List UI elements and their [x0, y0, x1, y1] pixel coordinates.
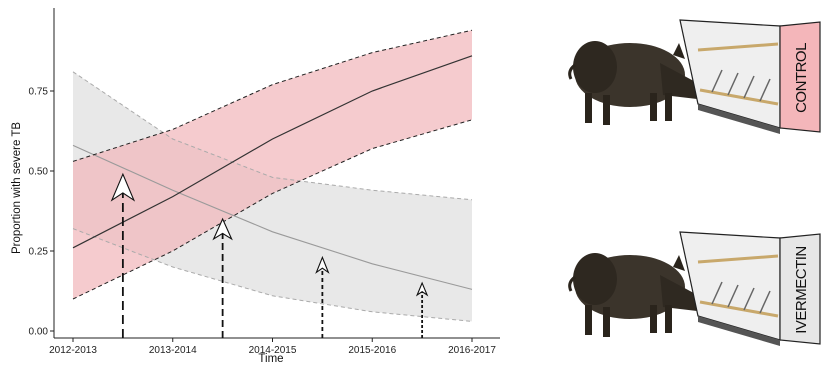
arrow-head-1 [110, 172, 136, 202]
x-axis-title: Time [258, 353, 283, 365]
x-tick-label: 2012-2013 [49, 345, 97, 356]
series-line-0 [72, 55, 473, 249]
ci-lower-1 [72, 228, 473, 322]
control-feeder [679, 19, 821, 134]
ci-band-1 [73, 71, 472, 322]
x-tick-label: 2014-2015 [249, 345, 297, 356]
ivermectin-illustration: IVERMECTIN [568, 231, 821, 346]
ci-upper-0 [72, 29, 473, 162]
y-axis-title: Proportion with severe TB [11, 122, 23, 254]
arrow-head-2 [212, 217, 233, 241]
arrow-head-4 [415, 281, 429, 297]
x-tick-label: 2016-2017 [448, 345, 496, 356]
control-illustration: CONTROL [568, 19, 821, 134]
arrow-head-3 [315, 255, 330, 274]
boar-control-image [568, 41, 705, 125]
x-tick-label: 2015-2016 [348, 345, 396, 356]
ivermectin-feeder [679, 231, 821, 346]
ivermectin-label: IVERMECTIN [793, 246, 810, 334]
boar-ivermectin-image [568, 253, 705, 337]
y-tick-label: 0.00 [29, 327, 49, 338]
ci-upper-1 [72, 71, 473, 201]
y-tick-label: 0.75 [29, 87, 49, 98]
ci-band-0 [73, 30, 472, 299]
x-tick-label: 2013-2014 [149, 345, 197, 356]
control-label: CONTROL [793, 43, 810, 113]
plot-area: 0.00 0.25 0.50 0.75 2012-2013 2013-2014 2014-2… [29, 8, 500, 356]
series-line-1 [72, 144, 473, 290]
y-tick-label: 0.50 [29, 167, 49, 178]
y-tick-label: 0.25 [29, 247, 49, 258]
ci-lower-0 [72, 119, 473, 300]
